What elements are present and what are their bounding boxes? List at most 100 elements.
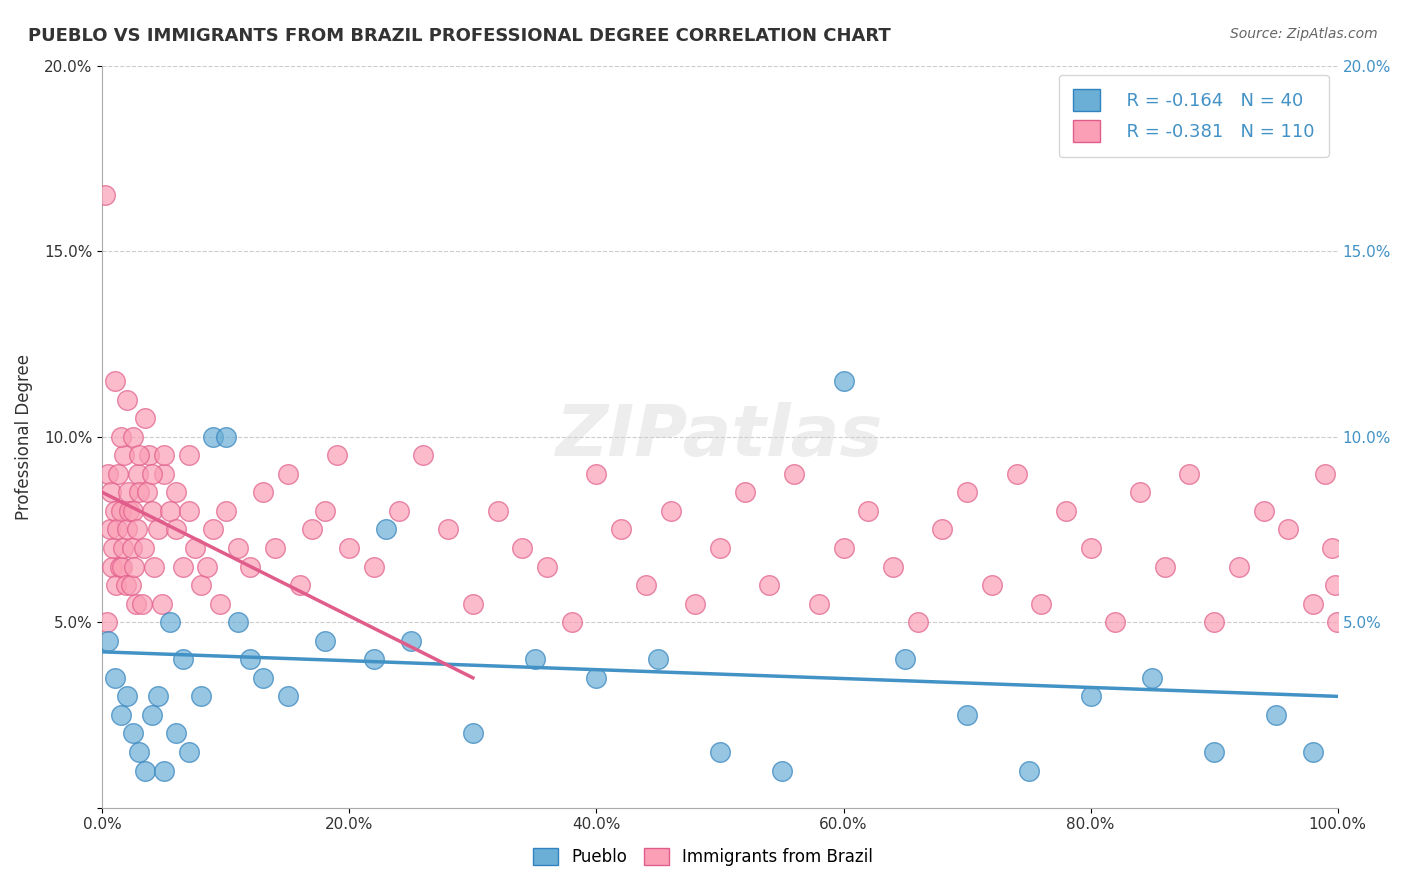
Point — [143, 559, 166, 574]
Point — [1324, 578, 1347, 592]
Point — [1204, 745, 1226, 759]
Point — [956, 707, 979, 722]
Point — [1054, 504, 1077, 518]
Point — [907, 615, 929, 629]
Point — [1031, 597, 1053, 611]
Point — [1315, 467, 1337, 481]
Point — [1153, 559, 1175, 574]
Point — [264, 541, 287, 555]
Point — [832, 541, 855, 555]
Point — [1204, 615, 1226, 629]
Point — [112, 541, 135, 555]
Point — [202, 522, 225, 536]
Point — [128, 448, 150, 462]
Point — [536, 559, 558, 574]
Point — [135, 485, 157, 500]
Point — [105, 522, 128, 536]
Point — [202, 430, 225, 444]
Point — [1104, 615, 1126, 629]
Point — [127, 467, 149, 481]
Y-axis label: Professional Degree: Professional Degree — [15, 353, 32, 520]
Point — [326, 448, 349, 462]
Point — [115, 522, 138, 536]
Point — [1005, 467, 1028, 481]
Point — [141, 467, 163, 481]
Point — [1320, 541, 1343, 555]
Point — [1080, 541, 1102, 555]
Point — [115, 392, 138, 407]
Point — [363, 652, 385, 666]
Point — [894, 652, 917, 666]
Point — [277, 467, 299, 481]
Point — [98, 522, 121, 536]
Point — [337, 541, 360, 555]
Point — [107, 467, 129, 481]
Point — [93, 188, 115, 202]
Point — [1227, 559, 1250, 574]
Point — [980, 578, 1002, 592]
Point — [659, 504, 682, 518]
Point — [1142, 671, 1164, 685]
Point — [141, 707, 163, 722]
Point — [610, 522, 633, 536]
Point — [807, 597, 830, 611]
Point — [288, 578, 311, 592]
Point — [314, 633, 336, 648]
Point — [117, 485, 139, 500]
Point — [510, 541, 533, 555]
Point — [101, 559, 124, 574]
Point — [134, 411, 156, 425]
Point — [486, 504, 509, 518]
Point — [252, 671, 274, 685]
Point — [114, 578, 136, 592]
Point — [215, 504, 238, 518]
Point — [165, 522, 187, 536]
Point — [1265, 707, 1288, 722]
Point — [128, 745, 150, 759]
Point — [208, 597, 231, 611]
Point — [709, 745, 731, 759]
Point — [159, 504, 181, 518]
Point — [956, 485, 979, 500]
Point — [190, 578, 212, 592]
Point — [1302, 597, 1324, 611]
Point — [1018, 764, 1040, 778]
Legend: Pueblo, Immigrants from Brazil: Pueblo, Immigrants from Brazil — [524, 840, 882, 875]
Text: ZIPatlas: ZIPatlas — [557, 402, 884, 471]
Point — [138, 448, 160, 462]
Point — [252, 485, 274, 500]
Point — [647, 652, 669, 666]
Point — [96, 615, 118, 629]
Point — [134, 764, 156, 778]
Point — [110, 504, 132, 518]
Point — [131, 597, 153, 611]
Point — [165, 485, 187, 500]
Point — [239, 559, 262, 574]
Point — [215, 430, 238, 444]
Point — [134, 541, 156, 555]
Text: Source: ZipAtlas.com: Source: ZipAtlas.com — [1230, 27, 1378, 41]
Point — [585, 467, 607, 481]
Point — [146, 690, 169, 704]
Point — [115, 690, 138, 704]
Point — [121, 541, 143, 555]
Point — [277, 690, 299, 704]
Point — [770, 764, 793, 778]
Point — [150, 597, 173, 611]
Point — [103, 541, 125, 555]
Point — [153, 764, 176, 778]
Point — [585, 671, 607, 685]
Point — [103, 374, 125, 388]
Point — [832, 374, 855, 388]
Point — [239, 652, 262, 666]
Point — [1302, 745, 1324, 759]
Point — [177, 745, 200, 759]
Text: PUEBLO VS IMMIGRANTS FROM BRAZIL PROFESSIONAL DEGREE CORRELATION CHART: PUEBLO VS IMMIGRANTS FROM BRAZIL PROFESS… — [28, 27, 891, 45]
Point — [685, 597, 707, 611]
Point — [314, 504, 336, 518]
Point — [172, 559, 194, 574]
Point — [1326, 615, 1348, 629]
Point — [190, 690, 212, 704]
Point — [159, 615, 181, 629]
Point — [110, 430, 132, 444]
